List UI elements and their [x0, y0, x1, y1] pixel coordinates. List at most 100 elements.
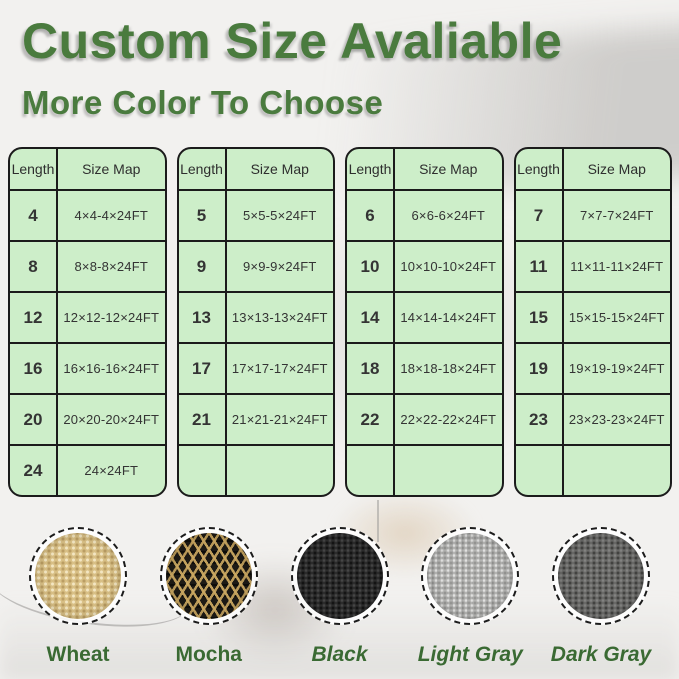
length-value: 22: [347, 395, 395, 444]
size-map-value: 7×7-7×24FT: [579, 208, 654, 223]
swatch-black: Black: [278, 527, 402, 667]
size-map-value: 4×4-4×24FT: [74, 208, 149, 223]
table-row: 12 12×12-12×24FT: [10, 291, 165, 342]
swatch-wheat: Wheat: [16, 527, 140, 667]
swatch-mocha: Mocha: [147, 527, 271, 667]
length-value: 17: [179, 344, 227, 393]
size-map-value: 8×8-8×24FT: [74, 259, 149, 274]
table-header-row: Length Size Map: [347, 149, 502, 189]
table-row: 9 9×9-9×24FT: [178, 240, 333, 291]
table-row: 8 8×8-8×24FT: [10, 240, 165, 291]
swatch-label: Mocha: [175, 643, 242, 666]
length-value: 6: [347, 191, 395, 240]
swatch-circle: [552, 527, 650, 625]
table-row: [347, 444, 502, 495]
size-table-1: Length Size Map 4 4×4-4×24FT 8 8×8-8×24FT 12 12…: [8, 147, 167, 497]
size-map-value: [395, 446, 502, 495]
size-tables: Length Size Map 4 4×4-4×24FT 8 8×8-8×24FT 12 12…: [8, 147, 672, 497]
column-header-length: Length: [10, 149, 58, 189]
table-row: 18 18×18-18×24FT: [347, 342, 502, 393]
column-header-size-map: Size Map: [82, 161, 141, 177]
length-value: 18: [347, 344, 395, 393]
size-map-value: 11×11-11×24FT: [570, 259, 664, 274]
table-row: [515, 444, 671, 495]
size-map-value: 24×24FT: [84, 463, 139, 478]
length-value: 4: [10, 191, 58, 240]
table-row: 6 6×6-6×24FT: [347, 189, 502, 240]
table-row: 19 19×19-19×24FT: [515, 342, 670, 393]
size-map-value: 22×22-22×24FT: [400, 412, 497, 427]
size-map-value: 10×10-10×24FT: [400, 259, 497, 274]
length-value: 7: [516, 191, 564, 240]
fabric-texture-black: [296, 533, 383, 619]
table-header-row: Length Size Map: [516, 149, 671, 189]
column-header-length: Length: [516, 149, 564, 189]
fabric-texture-wheat: [35, 533, 121, 619]
length-value: 20: [10, 395, 58, 444]
length-value: 16: [10, 344, 58, 393]
fabric-texture-darkgray: [558, 533, 644, 619]
length-value: 9: [179, 242, 227, 291]
table-row: 16 16×16-16×24FT: [10, 342, 165, 393]
column-header-size-map: Size Map: [419, 161, 478, 177]
table-row: 14 14×14-14×24FT: [347, 291, 502, 342]
length-value: 21: [179, 395, 227, 444]
swatch-label: Black: [311, 643, 368, 666]
length-value: 13: [179, 293, 227, 342]
size-table-2: Length Size Map 5 5×5-5×24FT 9 9×9-9×24FT 13 13…: [176, 147, 335, 497]
length-value: [347, 446, 395, 495]
table-row: 15 15×15-15×24FT: [515, 291, 670, 342]
fabric-texture-lightgray: [427, 533, 514, 619]
size-table-3: Length Size Map 6 6×6-6×24FT 10 10×10-10×24FT…: [345, 147, 504, 497]
size-map-value: 16×16-16×24FT: [63, 361, 160, 376]
table-row: 13 13×13-13×24FT: [178, 291, 333, 342]
size-map-value: [564, 446, 671, 495]
length-value: 23: [516, 395, 564, 444]
length-value: 24: [10, 446, 58, 495]
swatch-darkgray: Dark Gray: [539, 527, 663, 667]
table-header-row: Length Size Map: [10, 149, 165, 189]
swatch-circle: [290, 527, 389, 625]
table-header-row: Length Size Map: [179, 149, 334, 189]
length-value: 10: [347, 242, 395, 291]
size-map-value: 17×17-17×24FT: [231, 361, 328, 376]
size-map-value: 23×23-23×24FT: [568, 412, 665, 427]
size-map-value: 21×21-21×24FT: [231, 412, 328, 427]
length-value: 19: [516, 344, 564, 393]
swatch-label: Light Gray: [417, 643, 523, 666]
length-value: 5: [179, 191, 227, 240]
length-value: 12: [10, 293, 58, 342]
fabric-texture-mocha: [165, 533, 252, 619]
size-map-value: 20×20-20×24FT: [63, 412, 160, 427]
size-map-value: 13×13-13×24FT: [231, 310, 328, 325]
size-table-4: Length Size Map 7 7×7-7×24FT 11 11×11-11×24FT…: [513, 147, 672, 497]
size-map-value: 18×18-18×24FT: [400, 361, 497, 376]
table-row: 4 4×4-4×24FT: [10, 189, 165, 240]
swatch-label: Wheat: [46, 643, 110, 666]
length-value: [179, 446, 227, 495]
size-map-value: [227, 446, 334, 495]
swatch-label: Dark Gray: [550, 643, 652, 666]
table-row: 7 7×7-7×24FT: [515, 189, 670, 240]
column-header-size-map: Size Map: [250, 161, 309, 177]
column-header-size-map: Size Map: [587, 161, 646, 177]
column-header-length: Length: [347, 149, 395, 189]
table-row: 21 21×21-21×24FT: [178, 393, 333, 444]
table-row: [178, 444, 334, 495]
swatch-circle: [29, 527, 127, 625]
table-row: 17 17×17-17×24FT: [178, 342, 333, 393]
size-map-value: 19×19-19×24FT: [568, 361, 665, 376]
swatch-circle: [159, 527, 258, 625]
swatch-circle: [421, 527, 520, 625]
column-header-length: Length: [179, 149, 227, 189]
page-subtitle: More Color To Choose: [22, 84, 384, 121]
table-row: 20 20×20-20×24FT: [10, 393, 165, 444]
size-map-value: 9×9-9×24FT: [242, 259, 317, 274]
table-row: 23 23×23-23×24FT: [515, 393, 670, 444]
length-value: 15: [516, 293, 564, 342]
length-value: 11: [516, 242, 564, 291]
size-map-value: 5×5-5×24FT: [242, 208, 317, 223]
table-row: 5 5×5-5×24FT: [178, 189, 333, 240]
table-row: 11 11×11-11×24FT: [515, 240, 670, 291]
page-header: Custom Size Avaliable More Color To Choo…: [22, 12, 562, 122]
